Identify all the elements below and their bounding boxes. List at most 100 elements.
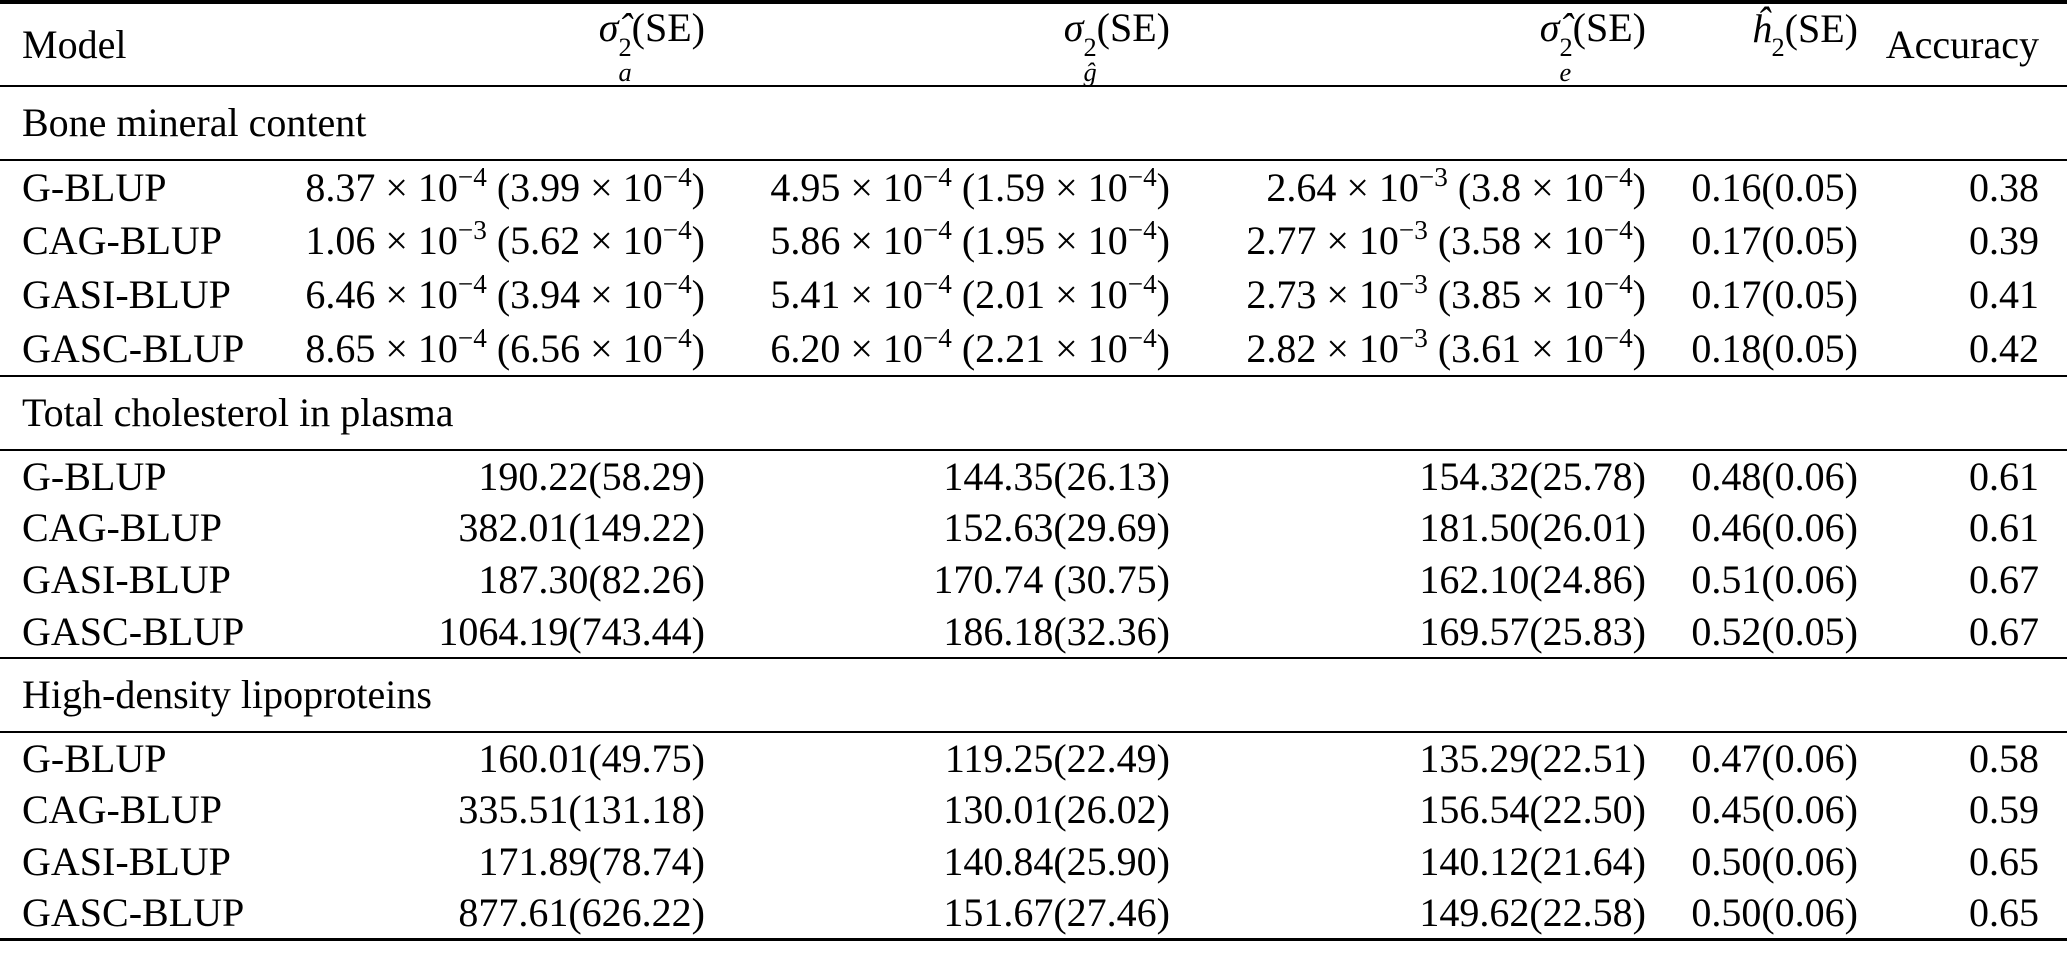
column-header-accuracy: Accuracy — [1885, 21, 2039, 67]
section-title: High-density lipoproteins — [22, 672, 432, 718]
table-row: GASC-BLUP 877.61(626.22) 151.67(27.46) 1… — [0, 888, 2067, 940]
h2-cell: 0.50(0.06) — [1691, 890, 1858, 936]
sigma-e-cell: 2.77 × 10−3 (3.58 × 10−4) — [1246, 215, 1646, 264]
h2-cell: 0.45(0.06) — [1691, 787, 1858, 833]
sigma-e-cell: 2.73 × 10−3 (3.85 × 10−4) — [1246, 269, 1646, 318]
sigma-a-cell: 190.22(58.29) — [478, 453, 705, 499]
section-title: Total cholesterol in plasma — [22, 390, 454, 436]
sigma-a-cell: 1.06 × 10−3 (5.62 × 10−4) — [305, 215, 705, 264]
model-cell: GASI-BLUP — [22, 557, 231, 603]
accuracy-cell: 0.67 — [1969, 557, 2039, 603]
accuracy-cell: 0.41 — [1969, 272, 2039, 318]
column-header-h2: ĥ 2 (SE) — [1646, 2, 1858, 86]
section-bone-mineral-content: Bone mineral content G-BLUP 8.37 × 10−4 … — [0, 85, 2067, 376]
sigma-g-cell: 130.01(26.02) — [943, 787, 1170, 833]
h2-cell: 0.52(0.05) — [1691, 608, 1858, 654]
column-header-sigma-g: σ 2 ĝ (SE) — [705, 2, 1170, 86]
h2-cell: 0.50(0.06) — [1691, 839, 1858, 885]
sigma-e-cell: 154.32(25.78) — [1419, 453, 1646, 499]
sigma-g-cell: 170.74 (30.75) — [933, 557, 1170, 603]
sigma-a-cell: 335.51(131.18) — [458, 787, 705, 833]
column-header-model: Model — [22, 21, 127, 67]
h2-cell: 0.18(0.05) — [1691, 325, 1858, 371]
model-cell: GASC-BLUP — [22, 608, 245, 654]
table-row: GASC-BLUP 1064.19(743.44) 186.18(32.36) … — [0, 606, 2067, 658]
sigma-a-cell: 171.89(78.74) — [478, 839, 705, 885]
model-cell: CAG-BLUP — [22, 218, 223, 264]
h2-cell: 0.46(0.06) — [1691, 505, 1858, 551]
column-header-sigma-a: σ̂ 2 a (SE) — [200, 2, 705, 86]
model-cell: GASC-BLUP — [22, 325, 245, 371]
h2-cell: 0.17(0.05) — [1691, 272, 1858, 318]
sigma-e-cell: 169.57(25.83) — [1419, 608, 1646, 654]
model-cell: GASI-BLUP — [22, 839, 231, 885]
table-row: G-BLUP 8.37 × 10−4 (3.99 × 10−4) 4.95 × … — [0, 160, 2067, 214]
model-cell: GASC-BLUP — [22, 890, 245, 936]
sigma-e-symbol: σ̂ 2 e (SE) — [1539, 5, 1646, 87]
sigma-a-cell: 187.30(82.26) — [478, 557, 705, 603]
accuracy-cell: 0.67 — [1969, 608, 2039, 654]
table-row: CAG-BLUP 1.06 × 10−3 (5.62 × 10−4) 5.86 … — [0, 214, 2067, 268]
sigma-g-cell: 6.20 × 10−4 (2.21 × 10−4) — [770, 322, 1170, 371]
model-cell: G-BLUP — [22, 453, 167, 499]
section-title: Bone mineral content — [22, 100, 367, 146]
column-header-sigma-e: σ̂ 2 e (SE) — [1170, 2, 1646, 86]
model-cell: GASI-BLUP — [22, 272, 231, 318]
sigma-g-cell: 186.18(32.36) — [943, 608, 1170, 654]
accuracy-cell: 0.42 — [1969, 325, 2039, 371]
sigma-g-cell: 152.63(29.69) — [943, 505, 1170, 551]
accuracy-cell: 0.58 — [1969, 735, 2039, 781]
model-cell: G-BLUP — [22, 164, 167, 210]
table-row: G-BLUP 190.22(58.29) 144.35(26.13) 154.3… — [0, 450, 2067, 502]
sigma-a-cell: 6.46 × 10−4 (3.94 × 10−4) — [305, 269, 705, 318]
sigma-e-cell: 135.29(22.51) — [1419, 735, 1646, 781]
sigma-a-cell: 8.37 × 10−4 (3.99 × 10−4) — [305, 161, 705, 210]
accuracy-cell: 0.61 — [1969, 505, 2039, 551]
accuracy-cell: 0.65 — [1969, 890, 2039, 936]
section-title-row: Bone mineral content — [0, 85, 2067, 160]
model-cell: CAG-BLUP — [22, 505, 223, 551]
table-header: Model σ̂ 2 a (SE) σ 2 ĝ (SE) σ̂ 2 e (SE) ĥ 2 (SE) A… — [0, 2, 2067, 86]
h2-symbol: ĥ 2 (SE) — [1751, 5, 1858, 63]
table-row: GASI-BLUP 187.30(82.26) 170.74 (30.75) 1… — [0, 554, 2067, 606]
sigma-a-cell: 8.65 × 10−4 (6.56 × 10−4) — [305, 322, 705, 371]
table-row: GASC-BLUP 8.65 × 10−4 (6.56 × 10−4) 6.20… — [0, 322, 2067, 376]
sigma-a-symbol: σ̂ 2 a (SE) — [598, 5, 705, 87]
sigma-g-cell: 144.35(26.13) — [943, 453, 1170, 499]
table-row: G-BLUP 160.01(49.75) 119.25(22.49) 135.2… — [0, 732, 2067, 784]
section-title-row: High-density lipoproteins — [0, 657, 2067, 732]
sigma-a-cell: 382.01(149.22) — [458, 505, 705, 551]
model-cell: G-BLUP — [22, 735, 167, 781]
accuracy-cell: 0.38 — [1969, 164, 2039, 210]
header-row: Model σ̂ 2 a (SE) σ 2 ĝ (SE) σ̂ 2 e (SE) ĥ 2 (SE) A… — [0, 2, 2067, 86]
sigma-e-cell: 140.12(21.64) — [1419, 839, 1646, 885]
section-title-row: Total cholesterol in plasma — [0, 375, 2067, 450]
h2-cell: 0.48(0.06) — [1691, 453, 1858, 499]
h2-cell: 0.47(0.06) — [1691, 735, 1858, 781]
section-hdl: High-density lipoproteins G-BLUP 160.01(… — [0, 657, 2067, 940]
sigma-e-cell: 181.50(26.01) — [1419, 505, 1646, 551]
sigma-g-cell: 140.84(25.90) — [943, 839, 1170, 885]
h2-cell: 0.51(0.06) — [1691, 557, 1858, 603]
accuracy-cell: 0.65 — [1969, 839, 2039, 885]
sigma-e-cell: 162.10(24.86) — [1419, 557, 1646, 603]
table-row: GASI-BLUP 171.89(78.74) 140.84(25.90) 14… — [0, 836, 2067, 888]
model-cell: CAG-BLUP — [22, 787, 223, 833]
sigma-a-cell: 877.61(626.22) — [458, 890, 705, 936]
sigma-e-cell: 156.54(22.50) — [1419, 787, 1646, 833]
section-total-cholesterol: Total cholesterol in plasma G-BLUP 190.2… — [0, 375, 2067, 658]
sigma-g-symbol: σ 2 ĝ (SE) — [1063, 5, 1170, 87]
accuracy-cell: 0.39 — [1969, 218, 2039, 264]
sigma-a-cell: 160.01(49.75) — [478, 735, 705, 781]
sigma-a-cell: 1064.19(743.44) — [438, 608, 705, 654]
sigma-e-cell: 2.64 × 10−3 (3.8 × 10−4) — [1266, 161, 1646, 210]
sigma-e-cell: 2.82 × 10−3 (3.61 × 10−4) — [1246, 322, 1646, 371]
sigma-g-cell: 151.67(27.46) — [943, 890, 1170, 936]
sigma-g-cell: 4.95 × 10−4 (1.59 × 10−4) — [770, 161, 1170, 210]
table-row: GASI-BLUP 6.46 × 10−4 (3.94 × 10−4) 5.41… — [0, 268, 2067, 322]
table-row: CAG-BLUP 382.01(149.22) 152.63(29.69) 18… — [0, 502, 2067, 554]
sigma-g-cell: 5.86 × 10−4 (1.95 × 10−4) — [770, 215, 1170, 264]
h2-cell: 0.16(0.05) — [1691, 164, 1858, 210]
sigma-e-cell: 149.62(22.58) — [1419, 890, 1646, 936]
